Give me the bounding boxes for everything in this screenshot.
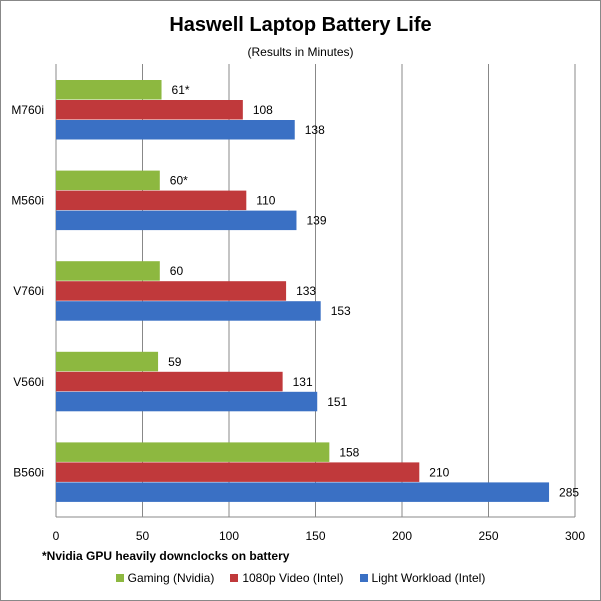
bar — [56, 190, 247, 211]
x-tick-label: 50 — [136, 529, 150, 543]
bar — [56, 80, 162, 100]
bar — [56, 462, 420, 482]
chart-title: Haswell Laptop Battery Life — [169, 14, 432, 36]
data-label: 60* — [170, 174, 188, 188]
x-tick-label: 250 — [478, 529, 498, 543]
legend-swatch — [230, 574, 239, 582]
data-label: 110 — [256, 194, 275, 208]
data-label: 131 — [293, 375, 313, 389]
data-label: 108 — [253, 103, 273, 117]
bar — [56, 351, 159, 372]
legend-item-gaming: Gaming (Nvidia) — [115, 571, 215, 585]
bar — [56, 120, 295, 140]
chart-subtitle: (Results in Minutes) — [247, 45, 354, 59]
data-label: 61* — [172, 83, 190, 97]
data-label: 153 — [331, 304, 351, 318]
x-tick-label: 300 — [565, 529, 585, 543]
legend-swatch — [115, 574, 124, 582]
y-category-label: V760i — [13, 284, 44, 298]
y-category-label: V560i — [13, 375, 44, 389]
bar — [56, 281, 287, 301]
data-label: 133 — [296, 284, 316, 298]
data-label: 210 — [429, 465, 449, 479]
data-label: 285 — [559, 485, 579, 499]
x-tick-label: 200 — [392, 529, 412, 543]
bar — [56, 170, 160, 191]
x-tick-label: 100 — [219, 529, 239, 543]
data-label: 158 — [339, 445, 359, 459]
legend-label: Gaming (Nvidia) — [127, 571, 215, 585]
bar — [56, 301, 321, 321]
data-label: 59 — [168, 355, 182, 369]
y-category-label: M760i — [11, 103, 44, 117]
y-category-label: M560i — [11, 194, 44, 208]
bar — [56, 442, 330, 462]
legend-label: 1080p Video (Intel) — [242, 571, 344, 585]
x-tick-label: 150 — [305, 529, 325, 543]
legend-swatch — [359, 574, 368, 582]
y-category-label: B560i — [13, 465, 44, 479]
data-label: 139 — [306, 214, 326, 228]
legend-item-video: 1080p Video (Intel) — [230, 571, 344, 585]
bar — [56, 482, 550, 502]
bar — [56, 210, 297, 231]
bar — [56, 371, 283, 392]
bar — [56, 391, 318, 412]
bar — [56, 100, 243, 120]
legend-label: Light Workload (Intel) — [371, 571, 486, 585]
legend: Gaming (Nvidia) 1080p Video (Intel) Ligh… — [0, 571, 601, 585]
data-label: 138 — [305, 123, 325, 137]
data-label: 60 — [170, 264, 184, 278]
bar — [56, 261, 160, 281]
x-tick-label: 0 — [53, 529, 60, 543]
data-label: 151 — [327, 395, 347, 409]
footnote: *Nvidia GPU heavily downclocks on batter… — [42, 549, 290, 563]
legend-item-light: Light Workload (Intel) — [359, 571, 486, 585]
